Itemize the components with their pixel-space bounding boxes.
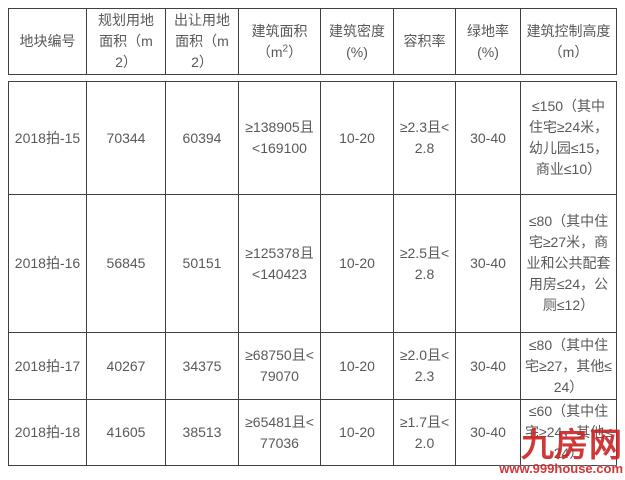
cell-building-area: ≥68750且<79070 (238, 332, 321, 400)
cell-planned-area: 40267 (86, 332, 166, 400)
header-label: (%) (346, 43, 368, 60)
header-label: 绿地率 (467, 22, 509, 39)
header-label: （m） (548, 43, 589, 60)
header-label: 建筑控制高度 (526, 22, 611, 39)
header-cell-parcel-id: 地块编号 (8, 8, 87, 75)
cell-plot-ratio: ≥1.7且<2.0 (393, 399, 456, 466)
cell-plot-ratio: ≥2.0且<2.3 (393, 332, 456, 400)
cell-planned-area: 56845 (86, 194, 166, 333)
land-parcel-table-body: 2018拍-15 70344 60394 ≥138905且<169100 10-… (8, 81, 617, 466)
cell-building-density: 10-20 (320, 332, 394, 400)
cell-parcel-id: 2018拍-17 (8, 332, 87, 400)
header-cell-building-area: 建筑面积 （m2） (238, 8, 321, 75)
cell-transferred-area: 50151 (165, 194, 239, 333)
table-row: 2018拍-18 41605 38513 ≥65481且<77036 10-20… (8, 399, 617, 466)
unit-post: ） (288, 43, 303, 60)
cell-parcel-id: 2018拍-16 (8, 194, 87, 333)
header-label: 2） (191, 54, 213, 70)
land-parcel-table-header: 地块编号 规划用地 面积（m 2） 出让用地 面积（m 2） 建筑面积 （m2）… (8, 8, 617, 75)
cell-green-rate: 30-40 (455, 399, 521, 466)
cell-plot-ratio: ≥2.5且<2.8 (393, 194, 456, 333)
unit-sup: 2 (282, 42, 289, 54)
table-row: 2018拍-15 70344 60394 ≥138905且<169100 10-… (8, 81, 617, 195)
header-cell-planned-area: 规划用地 面积（m 2） (86, 8, 166, 75)
header-cell-height-limit: 建筑控制高度 （m） (520, 8, 617, 75)
cell-height-limit: ≤150（其中住宅≥24米，幼儿园≤15，商业≤10） (520, 81, 617, 195)
cell-green-rate: 30-40 (455, 194, 521, 333)
header-label: 规划用地 (98, 12, 154, 28)
header-label-unit: （m2） (243, 42, 316, 63)
cell-plot-ratio: ≥2.3且<2.8 (393, 81, 456, 195)
cell-planned-area: 70344 (86, 81, 166, 195)
cell-building-area: ≥138905且<169100 (238, 81, 321, 195)
header-row: 地块编号 规划用地 面积（m 2） 出让用地 面积（m 2） 建筑面积 （m2）… (8, 8, 617, 75)
header-label: 容积率 (403, 33, 446, 49)
header-cell-green-rate: 绿地率 (%) (455, 8, 521, 75)
header-label: 面积（m (175, 33, 229, 49)
cell-transferred-area: 38513 (165, 399, 239, 466)
header-cell-plot-ratio: 容积率 (393, 8, 456, 75)
cell-building-density: 10-20 (320, 194, 394, 333)
header-label: 建筑面积 (251, 22, 308, 39)
cell-height-limit: ≤80（其中住宅≥27米，商业和公共配套用房≤24，公厕≤12） (520, 194, 617, 333)
cell-building-density: 10-20 (320, 399, 394, 466)
cell-transferred-area: 60394 (165, 81, 239, 195)
cell-building-density: 10-20 (320, 81, 394, 195)
cell-planned-area: 41605 (86, 399, 166, 466)
cell-green-rate: 30-40 (455, 332, 521, 400)
header-cell-transferred-area: 出让用地 面积（m 2） (165, 8, 239, 75)
cell-transferred-area: 34375 (165, 332, 239, 400)
cell-height-limit: ≤60（其中住宅≥24，其他≤24） (520, 399, 617, 466)
cell-parcel-id: 2018拍-18 (8, 399, 87, 466)
header-cell-building-density: 建筑密度 (%) (320, 8, 394, 75)
cell-green-rate: 30-40 (455, 81, 521, 195)
header-label: 2） (115, 54, 137, 70)
cell-building-area: ≥65481且<77036 (238, 399, 321, 466)
header-label: 建筑密度 (329, 22, 385, 39)
cell-building-area: ≥125378且<140423 (238, 194, 321, 333)
header-label: 面积（m (99, 33, 153, 49)
unit-pre: （m (256, 43, 283, 60)
header-label: (%) (477, 43, 499, 60)
header-label: 出让用地 (174, 12, 230, 28)
cell-height-limit: ≤80（其中住宅≥27，其他≤24） (520, 332, 617, 400)
cell-parcel-id: 2018拍-15 (8, 81, 87, 195)
table-row: 2018拍-16 56845 50151 ≥125378且<140423 10-… (8, 194, 617, 333)
table-row: 2018拍-17 40267 34375 ≥68750且<79070 10-20… (8, 332, 617, 400)
header-label: 地块编号 (19, 33, 76, 49)
